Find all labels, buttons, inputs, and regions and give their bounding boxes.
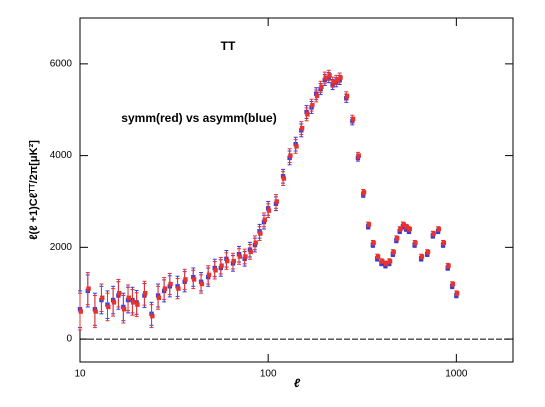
data-point [93, 309, 98, 314]
data-point [344, 93, 350, 99]
data-point [191, 277, 197, 282]
data-point [248, 249, 253, 255]
data-point [366, 222, 372, 227]
data-point [305, 112, 310, 117]
data-point [183, 277, 188, 282]
data-point [338, 75, 343, 80]
data-point [258, 231, 263, 236]
data-point [419, 254, 425, 259]
data-point [319, 84, 324, 89]
data-point [150, 313, 155, 319]
data-point [213, 268, 218, 273]
data-point [135, 302, 140, 307]
data-point [380, 258, 385, 264]
chart-title: TT [221, 39, 236, 53]
data-point [299, 125, 305, 131]
data-point [401, 222, 406, 227]
data-point [219, 263, 224, 268]
data-point [131, 300, 136, 305]
data-point [262, 217, 267, 223]
data-point [375, 254, 381, 259]
data-point [121, 307, 127, 312]
data-point [361, 190, 367, 195]
data-point [450, 281, 456, 287]
y-tick-label: 0 [66, 334, 72, 345]
data-point [436, 226, 442, 232]
data-point [310, 102, 315, 108]
data-point [106, 304, 111, 310]
y-tick-label: 2000 [50, 242, 73, 253]
plot-frame [79, 17, 514, 363]
data-point [331, 80, 336, 85]
annotation: symm(red) vs asymm(blue) [121, 111, 276, 125]
x-tick-label: 10 [74, 369, 86, 380]
data-point [111, 300, 117, 305]
y-axis-label: ℓ(ℓ +1)Cℓᵀᵀ/2π[μK²] [28, 140, 40, 240]
data-point [371, 240, 376, 245]
data-point [288, 153, 293, 158]
data-point [274, 199, 279, 204]
data-point [225, 258, 230, 264]
data-point [441, 240, 447, 245]
data-point [237, 254, 243, 259]
data-point [446, 263, 451, 268]
data-point [394, 235, 400, 241]
data-point [78, 309, 83, 314]
data-point [398, 226, 403, 232]
data-point [334, 77, 340, 83]
x-axis-label: ℓ [294, 376, 301, 390]
data-point [143, 291, 148, 296]
data-point [206, 272, 212, 278]
data-point [431, 231, 436, 236]
data-point [425, 249, 431, 255]
data-point [404, 224, 409, 229]
y-tick-label: 4000 [50, 150, 73, 161]
data-point [176, 286, 181, 291]
data-point [387, 258, 393, 264]
data-point [117, 291, 122, 296]
data-point [231, 258, 236, 264]
data-point [413, 240, 418, 245]
data-point [168, 281, 173, 287]
data-point [407, 226, 412, 232]
data-point [454, 291, 460, 296]
x-tick-label: 1000 [445, 369, 468, 380]
data-point [86, 286, 91, 291]
data-point [350, 116, 356, 122]
data-point [253, 240, 258, 245]
data-point [126, 295, 132, 300]
data-point [162, 286, 168, 291]
data-point [391, 249, 396, 255]
data-point [323, 75, 328, 80]
data-point [156, 295, 162, 300]
data-point [384, 261, 389, 266]
data-point [327, 73, 332, 78]
y-tick-label: 6000 [50, 59, 73, 70]
data-point [281, 176, 287, 181]
data-point [314, 93, 320, 99]
x-tick-label: 100 [260, 369, 277, 380]
data-point [294, 144, 299, 149]
data-point [100, 295, 105, 300]
data-point [243, 254, 248, 259]
data-point [199, 281, 205, 287]
data-point [356, 153, 361, 158]
data-point [266, 208, 272, 213]
